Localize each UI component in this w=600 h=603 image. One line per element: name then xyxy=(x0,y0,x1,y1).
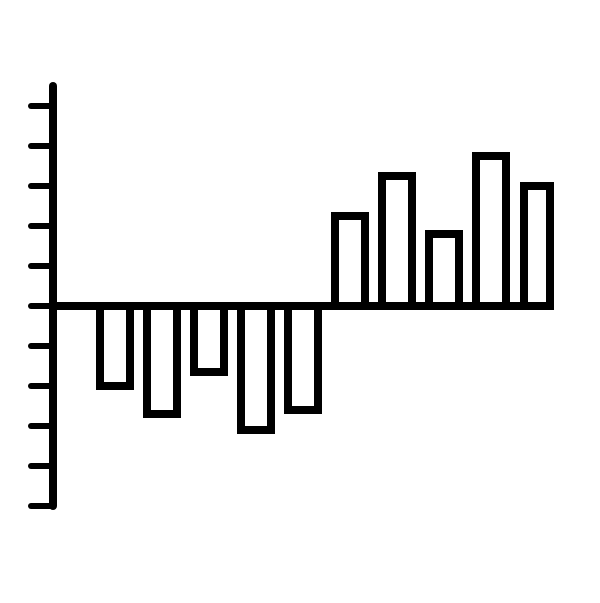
bar-9 xyxy=(524,186,550,306)
bar-7 xyxy=(429,234,459,306)
chart-svg xyxy=(0,0,600,598)
bar-5 xyxy=(335,216,365,306)
bar-chart xyxy=(0,0,600,603)
bar-2 xyxy=(194,306,224,372)
bar-8 xyxy=(476,156,506,306)
bar-6 xyxy=(382,176,412,306)
bar-4 xyxy=(288,306,318,410)
bar-0 xyxy=(100,306,130,386)
bar-1 xyxy=(147,306,177,414)
bar-3 xyxy=(241,306,271,430)
